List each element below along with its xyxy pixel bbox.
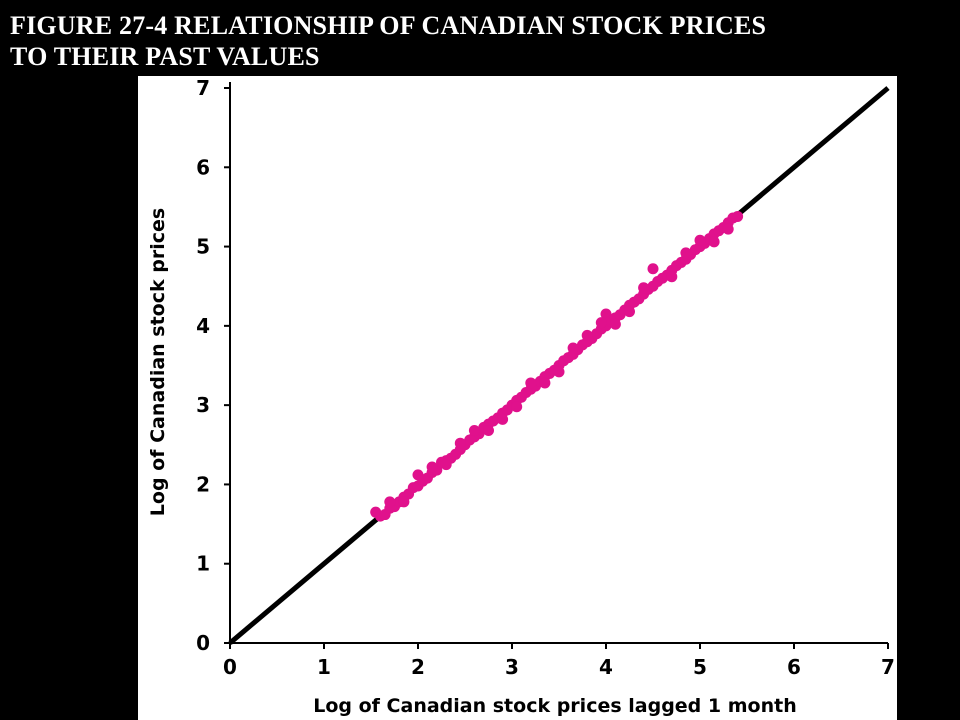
data-point: [468, 425, 480, 437]
data-point: [497, 413, 509, 425]
y-tick-label: 0: [196, 631, 210, 655]
data-point: [708, 236, 720, 248]
x-tick-label: 3: [505, 655, 519, 679]
x-tick-label: 7: [881, 655, 895, 679]
axes: [224, 82, 889, 649]
x-tick-label: 0: [223, 655, 237, 679]
data-point: [595, 317, 607, 329]
data-point: [483, 425, 494, 437]
x-tick-label: 5: [693, 655, 707, 679]
data-points: [370, 210, 744, 522]
x-axis-label: Log of Canadian stock prices lagged 1 mo…: [313, 695, 796, 717]
tick-labels: 0 1 2 3 4 5 6 7 0 1 2 3 4 5 6 7: [196, 76, 895, 679]
y-tick-label: 7: [196, 76, 210, 100]
data-point: [440, 459, 452, 471]
data-point: [539, 377, 551, 389]
x-tick-label: 6: [787, 655, 801, 679]
y-tick-label: 4: [196, 314, 210, 338]
data-point: [426, 461, 438, 473]
data-point: [511, 401, 523, 413]
data-point: [624, 306, 635, 318]
data-point: [680, 247, 692, 259]
x-tick-label: 2: [411, 655, 425, 679]
data-point: [412, 469, 424, 481]
scatter-chart: 0 1 2 3 4 5 6 7 0 1 2 3 4 5 6 7 Log of Canadian stock p…: [147, 76, 895, 717]
y-tick-label: 1: [196, 552, 210, 576]
data-point: [647, 263, 659, 275]
y-axis-label: Log of Canadian stock prices: [147, 208, 169, 516]
data-point: [553, 366, 565, 378]
y-tick-label: 6: [196, 155, 210, 179]
y-tick-label: 3: [196, 393, 210, 417]
y-tick-label: 5: [196, 235, 210, 259]
chart-panel: 0 1 2 3 4 5 6 7 0 1 2 3 4 5 6 7 Log of Canadian stock p…: [138, 76, 897, 720]
figure-title: FIGURE 27-4 RELATIONSHIP OF CANADIAN STO…: [10, 11, 767, 71]
data-point: [454, 437, 466, 449]
data-point: [567, 342, 579, 354]
data-point: [581, 329, 593, 341]
data-point: [525, 377, 537, 389]
data-point: [609, 318, 621, 330]
x-tick-label: 4: [599, 655, 613, 679]
data-point: [638, 282, 650, 294]
data-point: [384, 496, 396, 508]
data-point: [694, 234, 706, 246]
y-tick-label: 2: [196, 472, 210, 496]
data-point: [732, 210, 744, 222]
x-tick-label: 1: [317, 655, 331, 679]
data-point: [722, 223, 734, 235]
data-point: [398, 496, 410, 508]
data-point: [666, 271, 678, 283]
